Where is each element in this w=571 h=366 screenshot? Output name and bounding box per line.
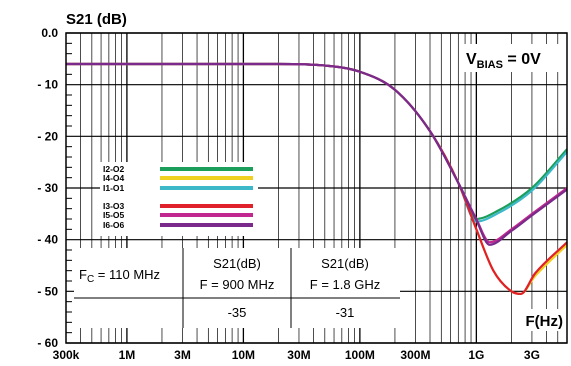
x-axis-title-background	[518, 309, 565, 331]
y-axis-title: S21 (dB)	[66, 11, 127, 28]
y-tick-label: - 40	[37, 233, 58, 247]
y-tick-label: - 50	[37, 284, 58, 298]
table-col1-header-line2: F = 900 MHz	[200, 277, 275, 292]
vbias-sub: BIAS	[477, 59, 503, 71]
x-tick-label: 10M	[232, 348, 255, 362]
vbias-v: V	[466, 51, 477, 68]
x-axis-title: F(Hz)	[526, 313, 564, 330]
vbias-annotation-text: VBIAS = 0V	[466, 51, 541, 71]
legend-label: I4-O4	[103, 173, 125, 183]
legend-label: I1-O1	[103, 183, 125, 193]
table-fc-sub: C	[87, 274, 94, 285]
table-fc-f: F	[79, 267, 87, 282]
vbias-annotation: VBIAS = 0V	[462, 44, 562, 72]
y-tick-label: - 30	[37, 181, 58, 195]
data-table: FC = 110 MHz S21(dB) F = 900 MHz S21(dB)…	[74, 248, 400, 328]
y-tick-label: 0.0	[41, 26, 58, 40]
series-lines	[65, 62, 568, 296]
table-col2-value: -31	[336, 305, 355, 320]
x-tick-label: 3G	[524, 348, 540, 362]
table-col2-header-line1: S21(dB)	[321, 256, 369, 271]
x-tick-labels: 300k 1M 3M 10M 30M 100M 300M 1G 3G	[53, 348, 540, 362]
plot-frame	[65, 32, 568, 344]
x-tick-label: 30M	[287, 348, 310, 362]
x-tick-label: 3M	[174, 348, 191, 362]
y-tick-label: - 20	[37, 129, 58, 143]
x-tick-label: 300M	[400, 348, 430, 362]
x-tick-label: 1G	[468, 348, 484, 362]
y-tick-label: - 60	[37, 336, 58, 350]
legend-label: I6-O6	[103, 220, 125, 230]
vbias-eq: = 0V	[503, 51, 541, 68]
series-line	[65, 62, 568, 246]
x-tick-label: 1M	[119, 348, 136, 362]
legend-label: I3-O3	[103, 201, 125, 211]
table-fc-value: = 110 MHz	[94, 267, 160, 282]
table-col1-header-line1: S21(dB)	[213, 256, 261, 271]
x-tick-label: 300k	[53, 348, 80, 362]
legend-label: I5-O5	[103, 210, 125, 220]
data-table-background	[74, 248, 400, 328]
table-col1-value: -35	[228, 305, 247, 320]
vbias-annotation-background	[462, 44, 562, 72]
y-tick-labels: 0.0 - 10 - 20 - 30 - 40 - 50 - 60	[37, 26, 58, 350]
legend-label: I2-O2	[103, 164, 125, 174]
y-tick-label: - 10	[37, 78, 58, 92]
table-col2-header-line2: F = 1.8 GHz	[310, 277, 380, 292]
x-tick-label: 100M	[345, 348, 375, 362]
table-fc-label: FC = 110 MHz	[79, 267, 160, 285]
